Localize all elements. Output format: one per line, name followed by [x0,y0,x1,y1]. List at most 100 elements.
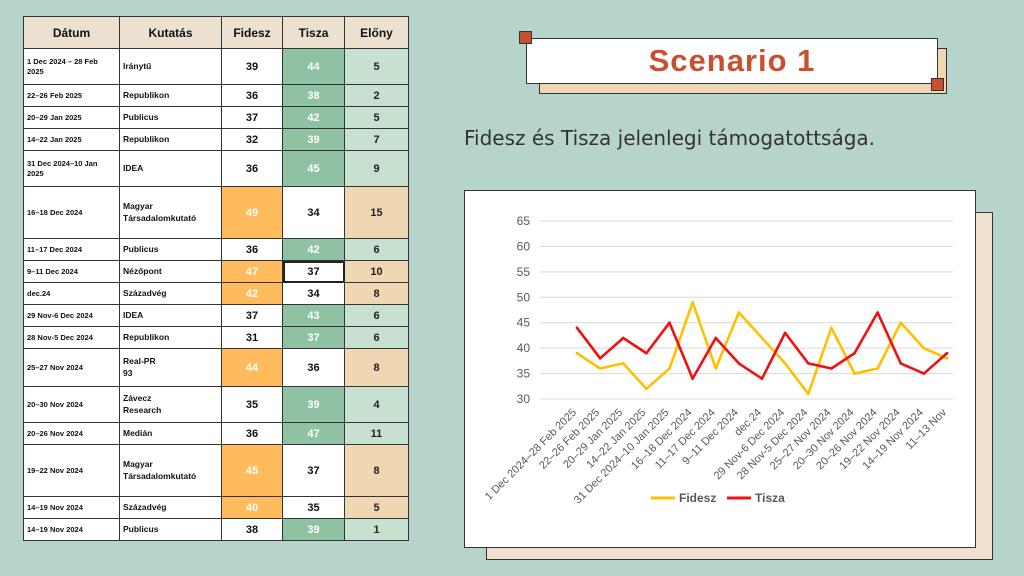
data-point-fidesz [621,362,625,365]
table-row: 22–26 Feb 2025 Republikon 36 38 2 [23,84,409,107]
table-cell-fidesz: 40 [221,496,283,519]
table-cell-fidesz: 32 [221,128,283,151]
header-lead: Előny [344,16,409,49]
table-cell-tisza: 42 [282,238,345,261]
table-cell-fidesz: 37 [221,106,283,129]
table-cell-date: 20–30 Nov 2024 [23,386,120,423]
table-cell-lead: 6 [344,326,409,349]
data-point-fidesz [853,372,856,375]
polls-table: Dátum Kutatás Fidesz Tisza Előny 1 Dec 2… [23,16,409,541]
data-point-tisza [830,367,833,370]
table-cell-fidesz: 35 [221,386,283,423]
table-cell-date: 25–27 Nov 2024 [23,348,120,387]
table-cell-date: 29 Nov-6 Dec 2024 [23,304,120,327]
table-row: 29 Nov-6 Dec 2024 IDEA 37 43 6 [23,304,409,327]
data-point-tisza [922,372,926,375]
y-tick-label: 55 [517,265,531,279]
data-point-tisza [760,377,764,380]
table-cell-tisza: 45 [282,150,345,187]
page-title: Scenario 1 [648,43,816,78]
table-cell-fidesz: 39 [221,48,283,85]
table-cell-tisza: 39 [282,128,345,151]
table-cell-lead: 15 [344,186,409,239]
table-cell-fidesz: 37 [221,304,283,327]
data-point-tisza [598,357,602,360]
table-cell-date: 16–18 Dec 2024 [23,186,120,239]
legend-label-tisza: Tisza [755,491,785,505]
table-row: 25–27 Nov 2024 Real-PR 93 44 36 8 [23,348,409,387]
data-point-tisza [806,362,810,365]
table-cell-date: 19–22 Nov 2024 [23,444,120,497]
table-row: 31 Dec 2024–10 Jan 2025 IDEA 36 45 9 [23,150,409,187]
table-cell-date: 9–11 Dec 2024 [23,260,120,283]
data-point-fidesz [922,346,926,350]
table-cell-institute: Publicus [119,106,222,129]
table-cell-date: 22–26 Feb 2025 [23,84,120,107]
table-header-row: Dátum Kutatás Fidesz Tisza Előny [23,16,409,49]
table-row: 14–19 Nov 2024 Publicus 38 39 1 [23,518,409,541]
table-row: 20–29 Jan 2025 Publicus 37 42 5 [23,106,409,129]
table-cell-date: 20–29 Jan 2025 [23,106,120,129]
data-point-tisza [621,336,625,340]
data-point-fidesz [945,357,949,360]
banner-corner-square [931,78,944,91]
table-row: 28 Nov-5 Dec 2024 Republikon 31 37 6 [23,326,409,349]
table-cell-institute: Magyar Társadalomkutató [119,444,222,497]
table-cell-lead: 6 [344,304,409,327]
data-point-fidesz [830,326,833,330]
table-cell-lead: 10 [344,260,409,283]
data-point-tisza [876,311,879,314]
table-cell-institute: Republikon [119,128,222,151]
data-point-tisza [691,377,694,380]
banner-corner-square [519,31,532,44]
table-cell-tisza: 36 [282,348,345,387]
y-tick-label: 65 [517,214,531,228]
table-cell-date: 14–19 Nov 2024 [23,518,120,541]
data-point-tisza [645,351,648,355]
table-cell-lead: 8 [344,348,409,387]
table-cell-lead: 6 [344,238,409,261]
table-cell-lead: 4 [344,386,409,423]
table-cell-fidesz: 42 [221,282,283,305]
header-tisza: Tisza [282,16,345,49]
table-cell-fidesz: 36 [221,84,283,107]
table-cell-lead: 2 [344,84,409,107]
y-tick-label: 40 [517,341,531,355]
data-point-tisza [899,362,903,365]
chart-card: 30 35 40 45 50 55 60 65 1 Dec 2024–28 Feb 2025 22… [464,190,976,548]
table-cell-fidesz: 49 [221,186,283,239]
table-cell-institute: Publicus [119,238,222,261]
table-cell-lead: 1 [344,518,409,541]
table-cell-tisza: 35 [282,496,345,519]
data-point-tisza [737,362,741,365]
data-point-fidesz [691,301,694,304]
table-cell-date: 1 Dec 2024 – 28 Feb 2025 [23,48,120,85]
data-point-fidesz [899,321,903,325]
data-point-fidesz [714,367,718,370]
table-cell-institute: IDEA [119,150,222,187]
table-cell-tisza: 34 [282,186,345,239]
table-row: 14–22 Jan 2025 Republikon 32 39 7 [23,128,409,151]
table-cell-institute: Századvég [119,496,222,519]
data-point-fidesz [645,387,648,391]
table-cell-tisza: 39 [282,386,345,423]
table-cell-date: 14–22 Jan 2025 [23,128,120,151]
table-row: 19–22 Nov 2024 Magyar Társadalomkutató 45 3… [23,444,409,497]
data-point-fidesz [876,367,879,370]
data-point-tisza [945,351,949,355]
table-cell-tisza: 44 [282,48,345,85]
table-cell-institute: Real-PR 93 [119,348,222,387]
data-point-tisza [714,336,718,340]
table-cell-institute: Iránytű [119,48,222,85]
table-cell-institute: Závecz Research [119,386,222,423]
table-cell-lead: 9 [344,150,409,187]
data-point-fidesz [760,336,764,340]
page-subtitle: Fidesz és Tisza jelenlegi támogatottsága… [464,126,876,150]
table-cell-lead: 5 [344,496,409,519]
table-cell-fidesz: 45 [221,444,283,497]
table-row: 20–30 Nov 2024 Závecz Research 35 39 4 [23,386,409,423]
table-cell-institute: Nézőpont [119,260,222,283]
table-cell-date: 14–19 Nov 2024 [23,496,120,519]
data-point-fidesz [783,362,787,365]
